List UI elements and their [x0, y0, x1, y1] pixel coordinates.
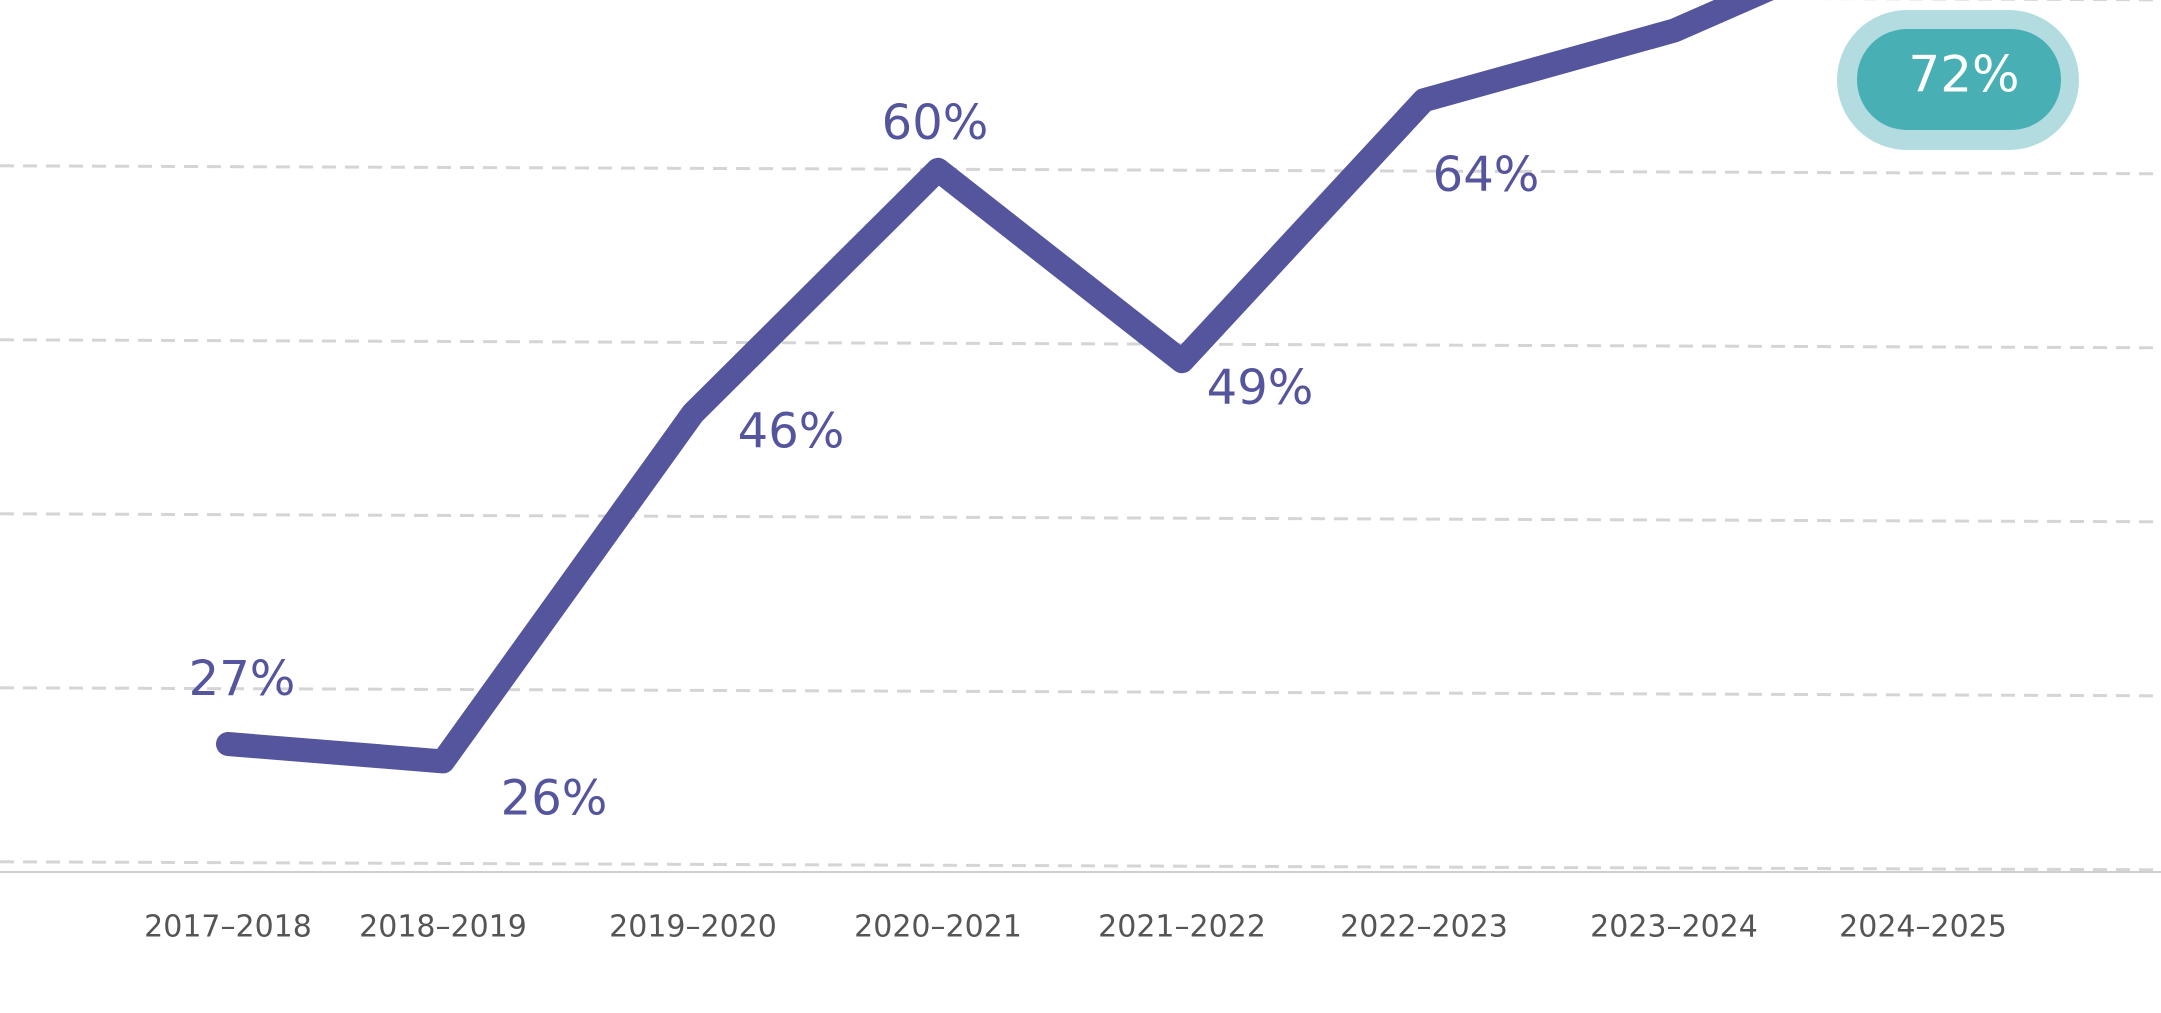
data-label: 46%	[738, 403, 845, 459]
x-tick-label: 2022–2023	[1340, 910, 1508, 945]
data-label: 60%	[882, 95, 989, 151]
data-label: 64%	[1433, 147, 1540, 203]
grid-line	[0, 686, 2161, 698]
grid-line	[0, 512, 2161, 524]
x-tick-label: 2021–2022	[1098, 910, 1266, 945]
series-line	[216, 0, 1774, 774]
highlight-value-label: 72%	[1908, 46, 2019, 104]
data-label: 27%	[189, 651, 296, 707]
data-label: 26%	[501, 770, 608, 826]
x-tick-labels: 2017–2018 2018–2019 2019–2020 2020–2021 2021…	[144, 910, 2007, 945]
x-tick-label: 2017–2018	[144, 910, 312, 945]
x-tick-label: 2020–2021	[854, 910, 1022, 945]
grid-line	[0, 338, 2161, 350]
x-tick-label: 2019–2020	[609, 910, 777, 945]
data-label: 49%	[1207, 360, 1314, 416]
series-layer	[216, 0, 1774, 774]
x-tick-label: 2024–2025	[1839, 910, 2007, 945]
grid-line	[0, 860, 2161, 872]
grid-line	[0, 164, 2161, 176]
data-labels: 27%26%46%60%49%64%68%	[189, 95, 1540, 827]
highlight-pill	[1857, 29, 2061, 130]
x-tick-label: 2023–2024	[1590, 910, 1758, 945]
highlight-badge: 72%	[1837, 10, 2079, 150]
x-tick-label: 2018–2019	[359, 910, 527, 945]
